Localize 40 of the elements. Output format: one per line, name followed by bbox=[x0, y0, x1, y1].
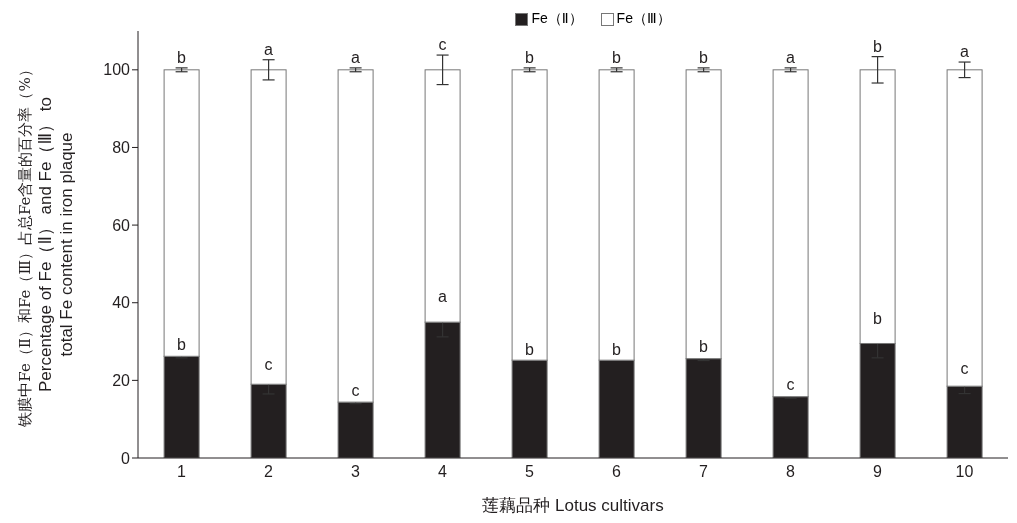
x-tick-label: 1 bbox=[177, 463, 187, 481]
annotation: b bbox=[525, 48, 535, 66]
x-tick-label: 9 bbox=[873, 463, 883, 481]
annotation: b bbox=[873, 37, 883, 55]
annotation: c bbox=[438, 36, 447, 54]
annotation: b bbox=[612, 341, 622, 359]
x-tick-label: 2 bbox=[264, 463, 274, 481]
x-tick-label: 8 bbox=[786, 463, 796, 481]
x-tick-label: 10 bbox=[955, 463, 974, 481]
x-tick-label: 7 bbox=[699, 463, 709, 481]
legend-label: Fe（Ⅱ） bbox=[531, 10, 583, 28]
annotation: a bbox=[351, 48, 361, 66]
annotation: a bbox=[264, 40, 274, 58]
annotation: b bbox=[177, 48, 187, 66]
x-axis-title: 莲藕品种 Lotus cultivars bbox=[482, 496, 664, 515]
x-tick-label: 3 bbox=[351, 463, 361, 481]
y-tick-label: 0 bbox=[121, 449, 131, 467]
y-tick-label: 60 bbox=[112, 216, 131, 234]
annotation: b bbox=[612, 48, 622, 66]
annotation: a bbox=[960, 43, 970, 61]
legend-label: Fe（Ⅲ） bbox=[616, 10, 671, 28]
y-tick-label: 40 bbox=[112, 294, 131, 312]
annotation: b bbox=[525, 341, 535, 359]
annotation: b bbox=[699, 48, 709, 66]
annotation: b bbox=[699, 337, 709, 355]
annotation: c bbox=[264, 355, 273, 373]
annotation: c bbox=[351, 381, 360, 399]
y-axis-title: 铁膜中Fe（Ⅱ）和Fe（Ⅲ）占总Fe含量的百分率（%） Percentage of Fe（Ⅱ） and Fe（Ⅲ） to total Fe content in iron plaque bbox=[16, 62, 76, 428]
annotation: a bbox=[438, 288, 448, 306]
y-tick-label: 20 bbox=[112, 372, 131, 390]
annotation: c bbox=[786, 376, 795, 394]
x-tick-label: 6 bbox=[612, 463, 622, 481]
annotation: a bbox=[786, 48, 796, 66]
annotation: c bbox=[960, 359, 969, 377]
y-tick-label: 100 bbox=[103, 61, 131, 79]
y-tick-label: 80 bbox=[112, 139, 131, 157]
annotation: b bbox=[177, 335, 187, 353]
x-tick-label: 5 bbox=[525, 463, 535, 481]
x-tick-label: 4 bbox=[438, 463, 448, 481]
annotation: b bbox=[873, 310, 883, 328]
